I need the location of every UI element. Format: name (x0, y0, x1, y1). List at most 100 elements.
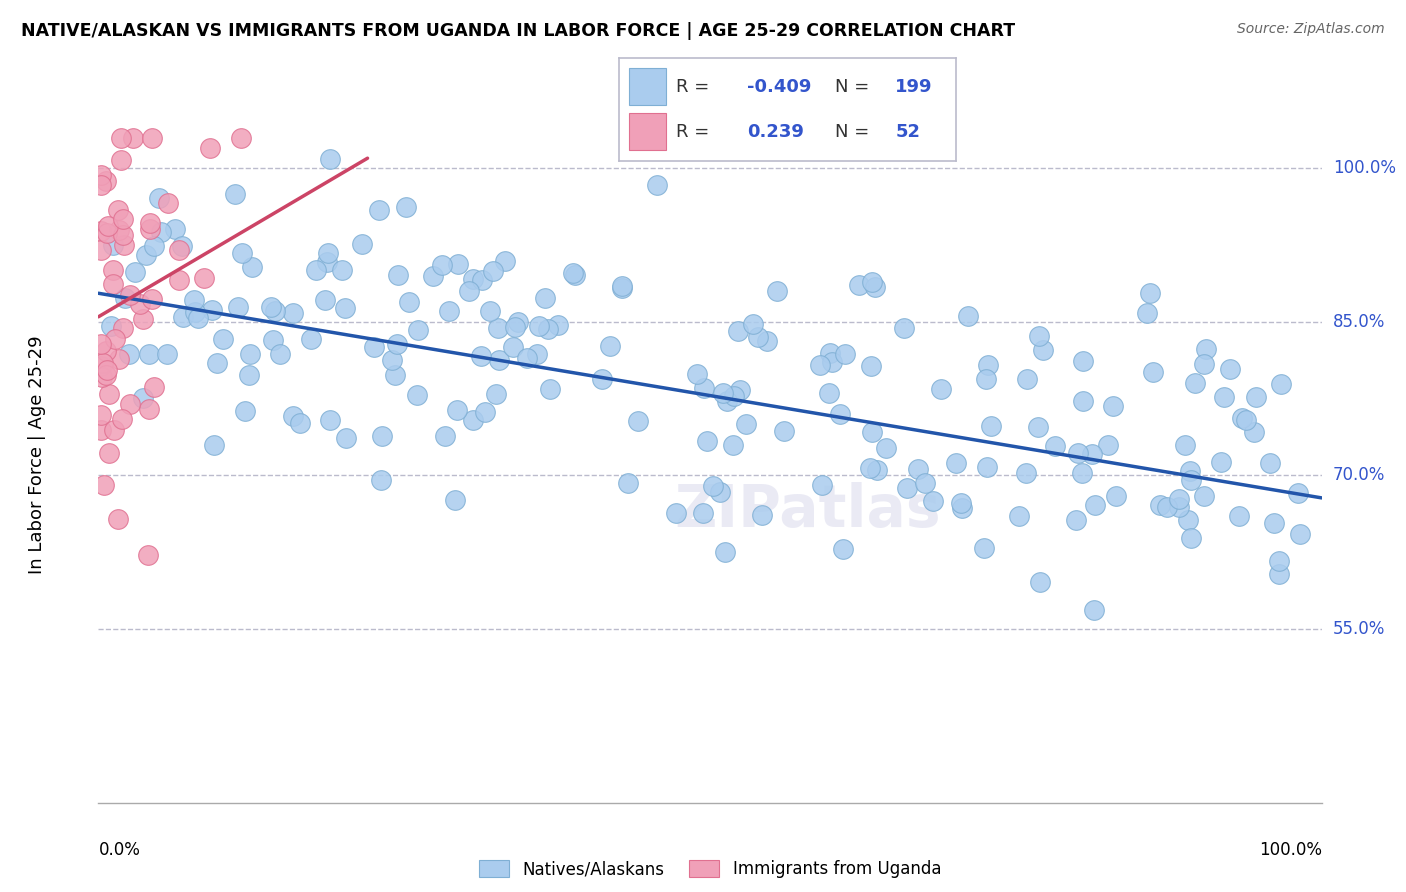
Point (537, 322, 560, 336)
Point (863, 280, 886, 294)
Text: R =: R = (676, 78, 709, 95)
Point (1244, 390, 1267, 404)
Point (834, 346, 856, 360)
Point (141, 130, 163, 145)
Point (299, 332, 322, 346)
Point (90, 408, 112, 422)
Point (527, 319, 550, 334)
Point (1084, 499, 1107, 513)
Point (1156, 500, 1178, 515)
Point (201, 303, 224, 318)
Point (893, 320, 915, 334)
Point (626, 414, 648, 428)
Point (1101, 399, 1123, 413)
Text: N =: N = (835, 78, 869, 95)
Point (367, 202, 389, 217)
Point (1083, 603, 1105, 617)
Point (112, 238, 135, 252)
Text: NATIVE/ALASKAN VS IMMIGRANTS FROM UGANDA IN LABOR FORCE | AGE 25-29 CORRELATION : NATIVE/ALASKAN VS IMMIGRANTS FROM UGANDA… (21, 22, 1015, 40)
Point (1178, 464, 1201, 478)
Point (914, 476, 936, 491)
Point (330, 262, 353, 277)
Point (875, 441, 897, 455)
Point (1028, 575, 1050, 590)
Text: 100.0%: 100.0% (1258, 841, 1322, 859)
Point (269, 347, 291, 361)
Point (1180, 473, 1202, 487)
Point (98, 387, 121, 401)
Point (138, 347, 160, 361)
Point (96, 226, 118, 240)
Point (821, 355, 844, 369)
Point (233, 404, 256, 418)
Point (120, 397, 142, 411)
Point (721, 438, 744, 452)
Point (482, 263, 505, 277)
Point (439, 304, 461, 318)
Point (260, 300, 283, 314)
Point (406, 388, 429, 402)
Point (1258, 456, 1281, 470)
Text: 70.0%: 70.0% (1333, 467, 1385, 484)
Point (1232, 411, 1254, 425)
Text: 85.0%: 85.0% (1333, 313, 1385, 331)
Point (735, 417, 758, 431)
Point (124, 265, 146, 279)
Point (90, 337, 112, 351)
Point (433, 429, 456, 443)
Point (976, 459, 998, 474)
Point (135, 248, 157, 262)
Point (1008, 509, 1031, 524)
Point (693, 381, 716, 395)
Point (1219, 362, 1241, 376)
Point (335, 301, 357, 316)
Point (612, 280, 634, 294)
Point (645, 178, 668, 193)
Point (506, 315, 529, 329)
Point (363, 340, 385, 354)
Point (240, 260, 263, 274)
Point (110, 130, 132, 145)
Point (818, 346, 841, 360)
Point (686, 367, 709, 381)
Point (860, 275, 883, 289)
Point (488, 352, 510, 367)
Point (141, 292, 163, 306)
Point (207, 356, 229, 370)
Point (319, 152, 342, 166)
Point (406, 323, 429, 337)
Point (314, 293, 336, 307)
Point (157, 196, 180, 211)
Point (848, 277, 870, 292)
Point (808, 358, 831, 372)
Legend: Natives/Alaskans, Immigrants from Uganda: Natives/Alaskans, Immigrants from Uganda (472, 854, 948, 885)
Point (108, 222, 131, 236)
Point (184, 305, 207, 319)
Point (702, 479, 724, 493)
Point (90, 243, 112, 257)
Point (1032, 343, 1054, 357)
Point (516, 351, 538, 366)
Point (949, 496, 972, 510)
Point (865, 463, 887, 477)
Point (446, 403, 468, 417)
Point (470, 349, 492, 363)
Point (751, 508, 773, 522)
Point (1028, 328, 1050, 343)
Point (610, 279, 633, 293)
Point (463, 272, 485, 286)
Point (716, 394, 738, 409)
Point (1064, 513, 1087, 527)
Point (811, 478, 834, 492)
Point (457, 284, 479, 298)
Point (526, 346, 548, 360)
Point (264, 303, 287, 318)
Point (907, 462, 929, 476)
Point (101, 238, 124, 252)
Text: 100.0%: 100.0% (1333, 160, 1396, 178)
Point (167, 244, 190, 258)
Point (1234, 413, 1257, 427)
Point (538, 382, 561, 396)
Point (384, 368, 406, 383)
Point (138, 402, 160, 417)
